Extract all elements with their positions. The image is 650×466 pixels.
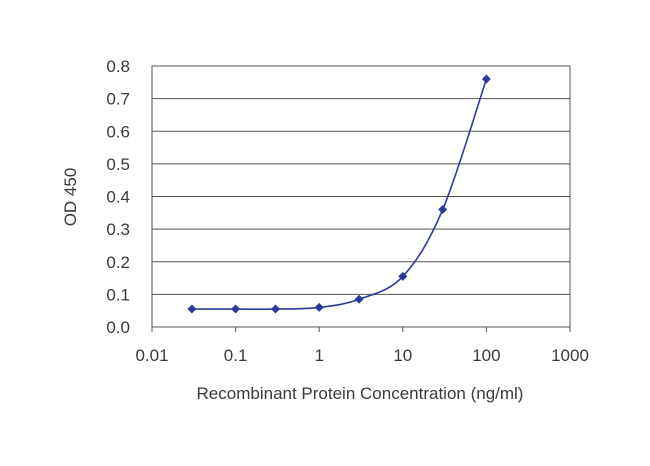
- y-tick-label: 0.0: [106, 318, 130, 337]
- x-tick-label: 0.01: [135, 346, 168, 365]
- data-point: [314, 302, 324, 312]
- x-axis-title: Recombinant Protein Concentration (ng/ml…: [197, 384, 524, 403]
- y-tick-label: 0.7: [106, 90, 130, 109]
- data-point: [398, 271, 408, 281]
- data-point: [481, 74, 491, 84]
- x-tick-label: 100: [472, 346, 500, 365]
- y-tick-label: 0.6: [106, 122, 130, 141]
- gridlines: [152, 98, 570, 295]
- y-tick-label: 0.1: [106, 285, 130, 304]
- series-points: [187, 74, 491, 314]
- x-tick-label: 0.1: [224, 346, 248, 365]
- y-tick-label: 0.3: [106, 220, 130, 239]
- data-point: [187, 304, 197, 314]
- y-axis-ticks: 0.0 0.1 0.2 0.3 0.4 0.5 0.6 0.7 0.8: [106, 57, 130, 337]
- x-tick-label: 1000: [551, 346, 589, 365]
- data-point: [270, 304, 280, 314]
- y-axis-title: OD 450: [61, 168, 80, 227]
- data-point: [231, 304, 241, 314]
- data-point: [354, 294, 364, 304]
- y-tick-label: 0.8: [106, 57, 130, 76]
- series-line: [191, 78, 488, 310]
- x-tick-label: 1: [314, 346, 323, 365]
- x-axis-ticks: 0.01 0.1 1 10 100 1000: [135, 327, 589, 365]
- plot-area: [151, 65, 571, 328]
- x-tick-label: 10: [393, 346, 412, 365]
- data-point: [438, 205, 448, 215]
- y-tick-label: 0.2: [106, 253, 130, 272]
- y-tick-label: 0.5: [106, 155, 130, 174]
- y-tick-label: 0.4: [106, 188, 130, 207]
